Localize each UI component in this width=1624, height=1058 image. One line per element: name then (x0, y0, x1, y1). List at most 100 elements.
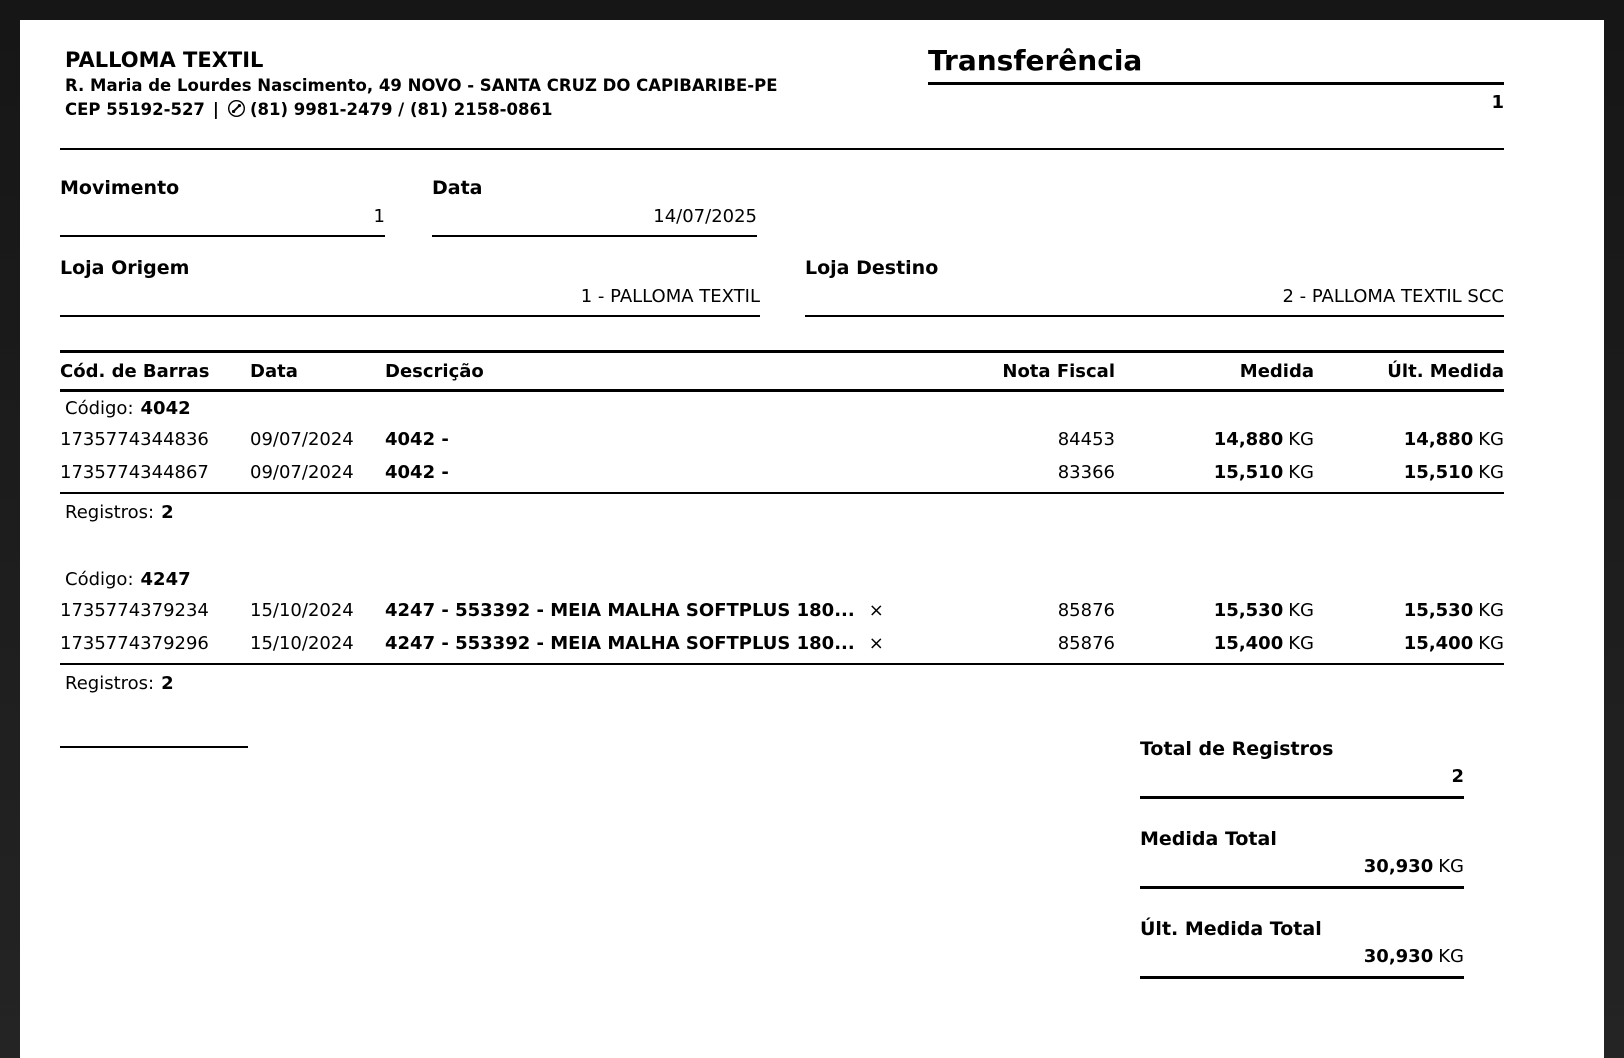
page-number: 1 (1491, 92, 1504, 113)
item-group-4247: Código: 4247 1735774379234 15/10/2024 424… (60, 563, 1504, 694)
group-divider (60, 492, 1504, 494)
cell-ult-medida: 15,510 KG (1314, 462, 1504, 483)
cell-descricao: 4247 - 553392 - MEIA MALHA SOFTPLUS 180.… (385, 633, 945, 654)
medida-value: 15,400 (1213, 633, 1284, 654)
header-nota-fiscal: Nota Fiscal (1002, 360, 1115, 382)
cell-ult-medida: 15,400 KG (1314, 633, 1504, 654)
header-medida: Medida (1239, 360, 1314, 382)
descricao-text: 4247 - 553392 - MEIA MALHA SOFTPLUS 180.… (385, 633, 855, 654)
registros-value: 2 (161, 673, 174, 694)
phone-icon (227, 99, 246, 125)
header-ult-medida: Últ. Medida (1387, 360, 1504, 382)
cell-nota-fiscal: 85876 (1057, 633, 1115, 654)
cell-medida: 14,880 KG (1115, 429, 1314, 450)
ult-medida-total: Últ. Medida Total 30,930 KG (1140, 916, 1464, 979)
codigo-value: 4247 (140, 569, 191, 590)
field-movimento: Movimento 1 (60, 176, 385, 237)
field-loja-destino: Loja Destino 2 - PALLOMA TEXTIL SCC (805, 256, 1504, 317)
company-cep: CEP 55192-527 (65, 100, 205, 119)
total-registros-label: Total de Registros (1140, 738, 1334, 760)
cell-data: 15/10/2024 (250, 600, 354, 621)
loja-origem-value: 1 - PALLOMA TEXTIL (580, 286, 760, 307)
descricao-text: 4042 - (385, 429, 449, 450)
footer-line (60, 746, 248, 748)
cell-descricao: 4042 - (385, 429, 945, 450)
cell-nota-fiscal: 85876 (1057, 600, 1115, 621)
medida-total-value: 30,930 KG (1140, 854, 1464, 880)
company-contact: CEP 55192-527 | (81) 9981-2479 / (81) 2158… (65, 98, 778, 125)
ult-medida-value: 15,510 (1403, 462, 1474, 483)
cell-barcode: 1735774344867 (60, 462, 209, 483)
codigo-label: Código: (65, 398, 134, 419)
header-data: Data (250, 360, 298, 382)
cell-medida: 15,530 KG (1115, 600, 1314, 621)
company-address: R. Maria de Lourdes Nascimento, 49 NOVO … (65, 76, 778, 95)
ult-medida-value: 15,530 (1403, 600, 1474, 621)
loja-destino-value: 2 - PALLOMA TEXTIL SCC (1282, 286, 1504, 307)
medida-unit: KG (1288, 600, 1314, 621)
medida-total-label: Medida Total (1140, 828, 1277, 850)
field-loja-origem: Loja Origem 1 - PALLOMA TEXTIL (60, 256, 760, 317)
header-descricao: Descrição (385, 360, 484, 382)
ult-medida-total-value: 30,930 KG (1140, 944, 1464, 970)
medida-unit: KG (1288, 633, 1314, 654)
table-row: 1735774344836 09/07/2024 4042 - 84453 14… (60, 423, 1504, 456)
medida-unit: KG (1288, 462, 1314, 483)
group-divider (60, 663, 1504, 665)
cell-data: 09/07/2024 (250, 429, 354, 450)
company-header: PALLOMA TEXTIL R. Maria de Lourdes Nasci… (65, 46, 778, 125)
loja-origem-label: Loja Origem (60, 257, 190, 279)
ult-medida-unit: KG (1478, 633, 1504, 654)
cell-ult-medida: 15,530 KG (1314, 600, 1504, 621)
movimento-value: 1 (373, 206, 385, 227)
cell-descricao: 4042 - (385, 462, 945, 483)
total-registros-value: 2 (1451, 766, 1464, 787)
table-row: 1735774344867 09/07/2024 4042 - 83366 15… (60, 456, 1504, 489)
page-title: Transferência (928, 44, 1504, 85)
cell-barcode: 1735774379234 (60, 600, 209, 621)
medida-value: 14,880 (1213, 429, 1284, 450)
cell-barcode: 1735774379296 (60, 633, 209, 654)
row-marker: × (868, 600, 884, 621)
report-page: PALLOMA TEXTIL R. Maria de Lourdes Nasci… (20, 20, 1604, 1058)
totals-panel: Total de Registros 2 Medida Total 30,930… (1140, 736, 1464, 1006)
ult-medida-total-unit: KG (1438, 946, 1464, 967)
cell-medida: 15,400 KG (1115, 633, 1314, 654)
registros-value: 2 (161, 502, 174, 523)
medida-value: 15,530 (1213, 600, 1284, 621)
group-codigo: Código: 4042 (60, 392, 1504, 423)
total-registros: Total de Registros 2 (1140, 736, 1464, 799)
items-table: Cód. de Barras Data Descrição Nota Fisca… (60, 350, 1504, 694)
cell-data: 15/10/2024 (250, 633, 354, 654)
data-label: Data (432, 177, 483, 199)
medida-total: Medida Total 30,930 KG (1140, 826, 1464, 889)
separator: | (212, 100, 219, 119)
codigo-label: Código: (65, 569, 134, 590)
cell-nota-fiscal: 84453 (1057, 429, 1115, 450)
cell-data: 09/07/2024 (250, 462, 354, 483)
group-registros: Registros: 2 (60, 665, 1504, 694)
header-divider (60, 148, 1504, 150)
registros-label: Registros: (65, 673, 155, 694)
group-codigo: Código: 4247 (60, 563, 1504, 594)
ult-medida-unit: KG (1478, 600, 1504, 621)
codigo-value: 4042 (140, 398, 191, 419)
cell-nota-fiscal: 83366 (1057, 462, 1115, 483)
descricao-text: 4247 - 553392 - MEIA MALHA SOFTPLUS 180.… (385, 600, 855, 621)
ult-medida-total-number: 30,930 (1363, 946, 1434, 967)
medida-value: 15,510 (1213, 462, 1284, 483)
field-data: Data 14/07/2025 (432, 176, 757, 237)
company-phones: (81) 9981-2479 / (81) 2158-0861 (249, 100, 553, 119)
title-block: Transferência 1 (928, 44, 1504, 113)
table-row: 1735774379234 15/10/2024 4247 - 553392 -… (60, 594, 1504, 627)
row-marker: × (868, 633, 884, 654)
ult-medida-value: 14,880 (1403, 429, 1474, 450)
descricao-text: 4042 - (385, 462, 449, 483)
movimento-label: Movimento (60, 177, 180, 199)
table-header-row: Cód. de Barras Data Descrição Nota Fisca… (60, 350, 1504, 392)
cell-ult-medida: 14,880 KG (1314, 429, 1504, 450)
loja-destino-label: Loja Destino (805, 257, 939, 279)
company-name: PALLOMA TEXTIL (65, 48, 264, 72)
item-group-4042: Código: 4042 1735774344836 09/07/2024 404… (60, 392, 1504, 523)
registros-label: Registros: (65, 502, 155, 523)
